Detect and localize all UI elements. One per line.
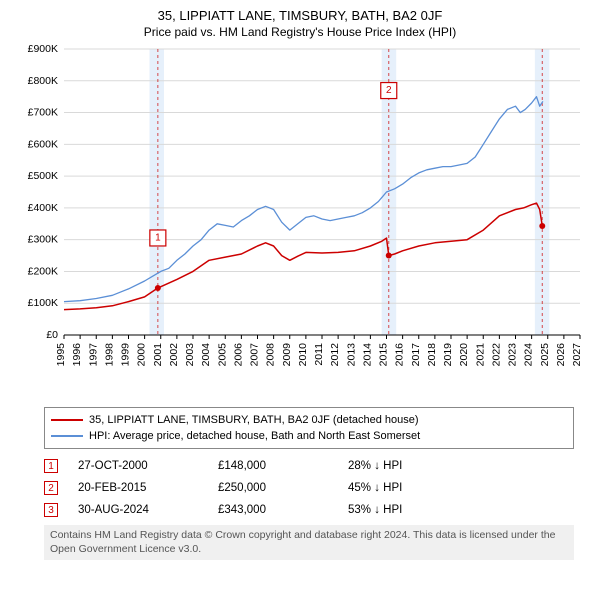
svg-text:2017: 2017 — [410, 343, 422, 367]
license-text: Contains HM Land Registry data © Crown c… — [44, 525, 574, 560]
svg-text:£500K: £500K — [28, 170, 58, 182]
svg-text:2026: 2026 — [555, 343, 567, 367]
legend: 35, LIPPIATT LANE, TIMSBURY, BATH, BA2 0… — [44, 407, 574, 449]
svg-text:2019: 2019 — [442, 343, 454, 367]
svg-text:£900K: £900K — [28, 43, 58, 55]
svg-text:£200K: £200K — [28, 265, 58, 277]
svg-text:2025: 2025 — [539, 343, 551, 367]
svg-text:£300K: £300K — [28, 234, 58, 246]
svg-text:1998: 1998 — [103, 343, 115, 367]
sale-price: £250,000 — [218, 482, 348, 494]
sale-price: £343,000 — [218, 504, 348, 516]
sale-date: 27-OCT-2000 — [78, 460, 218, 472]
sale-date: 30-AUG-2024 — [78, 504, 218, 516]
chart-title: 35, LIPPIATT LANE, TIMSBURY, BATH, BA2 0… — [10, 8, 590, 23]
svg-text:2001: 2001 — [152, 343, 164, 367]
legend-item: 35, LIPPIATT LANE, TIMSBURY, BATH, BA2 0… — [51, 412, 567, 428]
svg-text:2013: 2013 — [345, 343, 357, 367]
sale-marker-icon: 1 — [44, 459, 58, 473]
svg-text:2009: 2009 — [281, 343, 293, 367]
chart-subtitle: Price paid vs. HM Land Registry's House … — [10, 25, 590, 39]
svg-text:2000: 2000 — [136, 343, 148, 367]
sale-diff: 45% ↓ HPI — [348, 482, 468, 494]
svg-text:2005: 2005 — [216, 343, 228, 367]
sale-diff: 53% ↓ HPI — [348, 504, 468, 516]
title-block: 35, LIPPIATT LANE, TIMSBURY, BATH, BA2 0… — [10, 8, 590, 39]
legend-swatch — [51, 419, 83, 421]
svg-text:1999: 1999 — [120, 343, 132, 367]
sale-date: 20-FEB-2015 — [78, 482, 218, 494]
chart-area: £0 £100K £200K £300K £400K £500K £600K £700K £80… — [10, 43, 590, 403]
sale-price: £148,000 — [218, 460, 348, 472]
svg-text:2007: 2007 — [249, 343, 261, 367]
svg-text:2: 2 — [386, 85, 392, 96]
legend-swatch — [51, 435, 83, 437]
chart-container: 35, LIPPIATT LANE, TIMSBURY, BATH, BA2 0… — [0, 0, 600, 566]
sale-marker-icon: 3 — [44, 503, 58, 517]
svg-text:2003: 2003 — [184, 343, 196, 367]
svg-text:2016: 2016 — [394, 343, 406, 367]
sales-table: 1 27-OCT-2000£148,00028% ↓ HPI 2 20-FEB-201… — [44, 455, 574, 521]
svg-text:1995: 1995 — [55, 343, 67, 367]
svg-text:£0: £0 — [46, 329, 58, 341]
svg-text:£600K: £600K — [28, 138, 58, 150]
sale-diff: 28% ↓ HPI — [348, 460, 468, 472]
sale-row: 3 30-AUG-2024£343,00053% ↓ HPI — [44, 499, 574, 521]
sale-marker-icon: 2 — [44, 481, 58, 495]
svg-text:2024: 2024 — [523, 343, 535, 367]
svg-text:£700K: £700K — [28, 107, 58, 119]
svg-text:2014: 2014 — [361, 343, 373, 367]
svg-text:2004: 2004 — [200, 343, 212, 367]
svg-text:1996: 1996 — [71, 343, 83, 367]
svg-text:2008: 2008 — [265, 343, 277, 367]
svg-text:2022: 2022 — [490, 343, 502, 367]
svg-text:2002: 2002 — [168, 343, 180, 367]
svg-text:2027: 2027 — [571, 343, 583, 367]
svg-text:2015: 2015 — [378, 343, 390, 367]
svg-text:2023: 2023 — [507, 343, 519, 367]
svg-text:1997: 1997 — [87, 343, 99, 367]
svg-text:2010: 2010 — [297, 343, 309, 367]
svg-text:£400K: £400K — [28, 202, 58, 214]
line-chart: £0 £100K £200K £300K £400K £500K £600K £700K £80… — [10, 43, 590, 403]
sale-row: 2 20-FEB-2015£250,00045% ↓ HPI — [44, 477, 574, 499]
svg-text:2018: 2018 — [426, 343, 438, 367]
svg-text:£800K: £800K — [28, 75, 58, 87]
svg-text:2012: 2012 — [329, 343, 341, 367]
legend-label: HPI: Average price, detached house, Bath… — [89, 430, 420, 442]
sale-row: 1 27-OCT-2000£148,00028% ↓ HPI — [44, 455, 574, 477]
svg-text:2011: 2011 — [313, 343, 325, 366]
svg-text:2021: 2021 — [474, 343, 486, 367]
svg-text:£100K: £100K — [28, 297, 58, 309]
legend-item: HPI: Average price, detached house, Bath… — [51, 428, 567, 444]
svg-text:1: 1 — [155, 232, 161, 243]
svg-text:2006: 2006 — [232, 343, 244, 367]
svg-text:2020: 2020 — [458, 343, 470, 367]
legend-label: 35, LIPPIATT LANE, TIMSBURY, BATH, BA2 0… — [89, 414, 419, 426]
